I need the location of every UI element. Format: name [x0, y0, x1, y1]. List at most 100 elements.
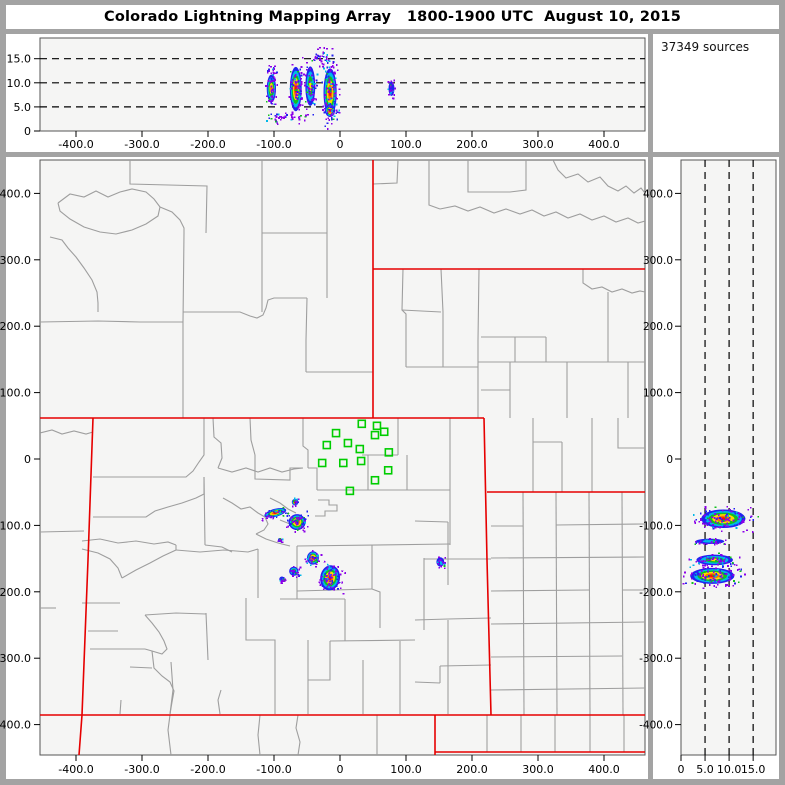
density-speckle — [280, 577, 283, 580]
density-speckle — [328, 582, 331, 585]
density-speckle — [698, 562, 700, 565]
county-boundary-line — [414, 681, 441, 684]
title-bar: Colorado Lightning Mapping Array 1800-19… — [6, 5, 779, 29]
density-speckle — [318, 560, 320, 563]
density-speckle — [717, 568, 719, 571]
density-speckle — [315, 79, 318, 82]
density-speckle — [291, 81, 294, 84]
density-speckle — [730, 510, 733, 513]
density-speckle — [709, 578, 712, 581]
density-speckle — [286, 114, 288, 116]
density-speckle — [323, 560, 326, 563]
density-speckle — [314, 557, 316, 559]
density-speckle — [274, 120, 277, 123]
density-speckle — [295, 521, 297, 524]
tick-label: 400.0 — [588, 763, 620, 776]
density-speckle — [317, 48, 319, 50]
density-speckle — [296, 89, 298, 91]
density-speckle — [323, 577, 326, 580]
county-boundary-line — [315, 499, 338, 517]
density-speckle — [723, 558, 726, 561]
density-speckle — [312, 77, 315, 80]
density-speckle — [297, 116, 300, 119]
density-speckle — [724, 539, 727, 542]
density-speckle — [342, 592, 345, 595]
density-speckle — [329, 90, 332, 92]
density-speckle — [296, 517, 299, 520]
density-speckle — [717, 521, 720, 524]
lma-station-marker — [345, 486, 355, 496]
density-speckle — [328, 565, 331, 568]
density-speckle — [438, 566, 441, 569]
lightning-density-blob — [682, 564, 746, 590]
density-speckle — [704, 507, 707, 510]
density-speckle — [275, 116, 278, 118]
density-speckle — [280, 540, 282, 542]
density-speckle — [714, 575, 717, 578]
density-speckle — [723, 557, 726, 559]
alt-ew-plot-area[interactable] — [39, 37, 646, 132]
density-speckle — [742, 521, 745, 523]
density-speckle — [291, 113, 294, 115]
lightning-density-blob — [285, 510, 310, 533]
density-speckle — [330, 98, 332, 100]
county-boundary-line — [490, 556, 645, 559]
density-speckle — [696, 571, 699, 574]
density-speckle — [718, 558, 721, 561]
density-speckle — [735, 527, 738, 529]
density-speckle — [271, 75, 273, 78]
density-speckle — [304, 84, 306, 87]
density-speckle — [315, 556, 318, 559]
density-speckle — [326, 563, 329, 566]
density-speckle — [280, 116, 283, 118]
county-boundary-line — [555, 523, 645, 526]
density-speckle — [328, 570, 331, 573]
lma-station-marker — [357, 419, 367, 429]
density-speckle — [746, 529, 748, 532]
density-speckle — [270, 81, 272, 84]
county-boundary-line — [401, 268, 407, 367]
density-speckle — [329, 586, 332, 589]
tick-label: -100.0 — [256, 763, 291, 776]
density-speckle — [740, 575, 742, 578]
density-speckle — [718, 561, 721, 563]
density-speckle — [307, 101, 310, 104]
plan-view-map-plot-area[interactable] — [39, 159, 646, 756]
tick-label: 0 — [337, 138, 344, 151]
tick-label: 5.0 — [14, 101, 32, 114]
density-speckle — [291, 83, 293, 86]
density-speckle — [728, 579, 731, 582]
density-speckle — [297, 80, 300, 83]
density-speckle — [704, 506, 707, 508]
county-boundary-line — [129, 160, 208, 234]
density-speckle — [272, 510, 275, 513]
density-speckle — [328, 78, 331, 81]
density-speckle — [291, 63, 294, 66]
sources-panel: 37349 sources — [653, 34, 779, 152]
density-speckle — [718, 526, 720, 529]
density-speckle — [706, 517, 709, 520]
density-speckle — [297, 87, 300, 89]
density-speckle — [709, 520, 711, 522]
density-speckle — [293, 116, 296, 119]
density-speckle — [324, 94, 327, 96]
density-speckle — [330, 573, 333, 576]
density-speckle — [707, 559, 710, 562]
density-speckle — [297, 501, 299, 504]
density-speckle — [284, 512, 287, 515]
tick-label: 400.0 — [588, 138, 620, 151]
density-speckle — [695, 540, 697, 543]
density-speckle — [292, 575, 294, 577]
density-speckle — [316, 57, 318, 59]
density-speckle — [300, 115, 302, 117]
density-speckle — [272, 515, 275, 518]
density-speckle — [712, 574, 715, 577]
density-speckle — [280, 539, 282, 541]
density-speckle — [720, 530, 723, 533]
density-speckle — [322, 53, 325, 55]
density-speckle — [312, 91, 314, 94]
density-speckle — [335, 584, 338, 587]
density-speckle — [312, 102, 315, 105]
density-speckle — [309, 553, 312, 556]
county-boundary-line — [439, 664, 492, 667]
